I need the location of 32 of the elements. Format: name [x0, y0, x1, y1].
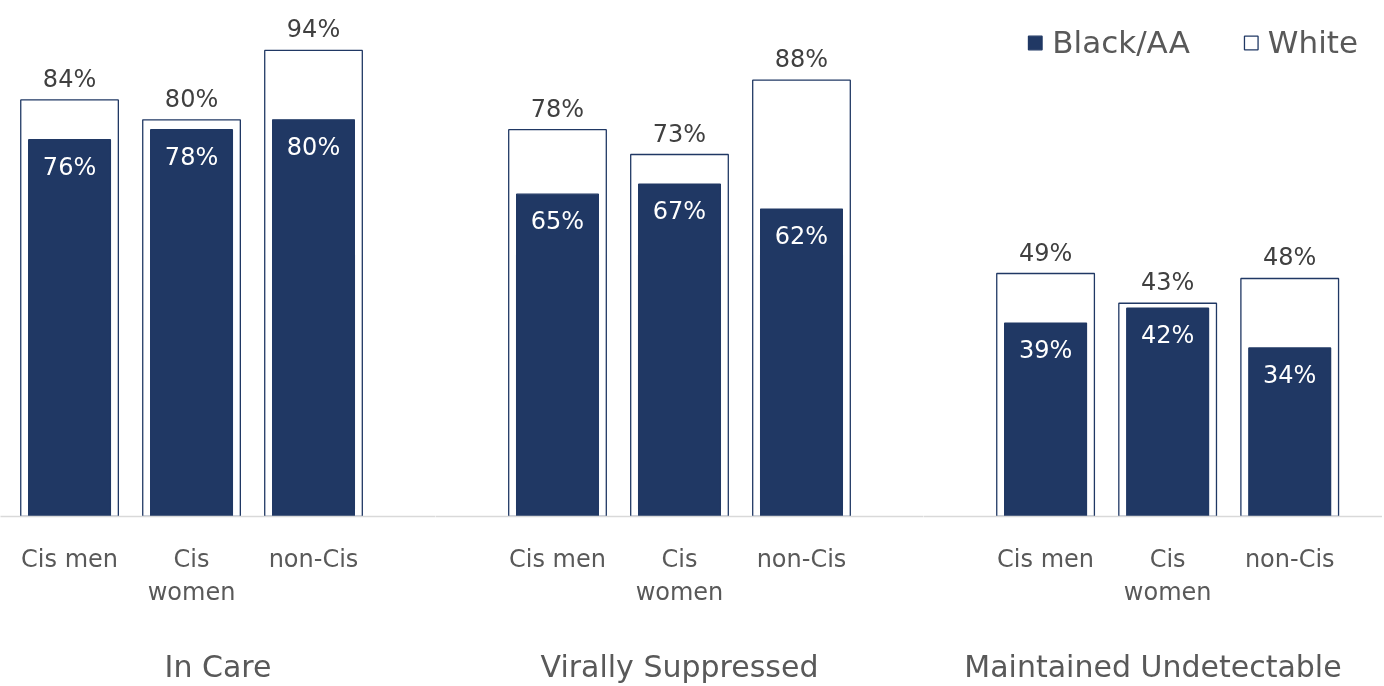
x-axis-title: Virally Suppressed: [540, 649, 819, 685]
data-label: 34%: [1263, 360, 1317, 389]
data-label: 84%: [42, 64, 97, 93]
data-label: 94%: [286, 15, 341, 44]
x-tick-label: Cis men: [509, 544, 606, 573]
data-label: 73%: [652, 119, 707, 148]
x-axis-title: Maintained Undetectable: [964, 649, 1342, 685]
data-label: 67%: [652, 197, 707, 226]
data-label: 42%: [1140, 321, 1195, 350]
data-label: 65%: [530, 207, 585, 236]
data-label: 49%: [1018, 238, 1073, 267]
data-label: 80%: [164, 84, 219, 113]
data-label: 78%: [164, 142, 219, 171]
x-tick-label: Cis men: [997, 544, 1095, 573]
data-label: 48%: [1263, 243, 1317, 272]
data-label: 80%: [286, 132, 341, 161]
data-label: 39%: [1018, 336, 1073, 365]
legend-label: White: [1267, 24, 1358, 60]
x-tick-label: non-Cis: [268, 544, 359, 573]
x-axis-title: In Care: [164, 649, 272, 685]
x-tick-label: non-Cis: [756, 544, 847, 573]
data-label: 76%: [42, 152, 97, 181]
legend-label: Black/AA: [1052, 24, 1190, 60]
x-tick-label: Cis women: [1123, 544, 1212, 607]
data-label: 88%: [774, 45, 829, 74]
x-tick-label: non-Cis: [1244, 544, 1335, 573]
data-label: 43%: [1140, 268, 1195, 297]
x-tick-label: Cis women: [635, 544, 724, 607]
x-tick-label: Cis men: [21, 544, 119, 573]
data-label: 78%: [530, 94, 585, 123]
x-tick-label: Cis women: [147, 544, 236, 607]
data-label: 62%: [774, 222, 829, 251]
